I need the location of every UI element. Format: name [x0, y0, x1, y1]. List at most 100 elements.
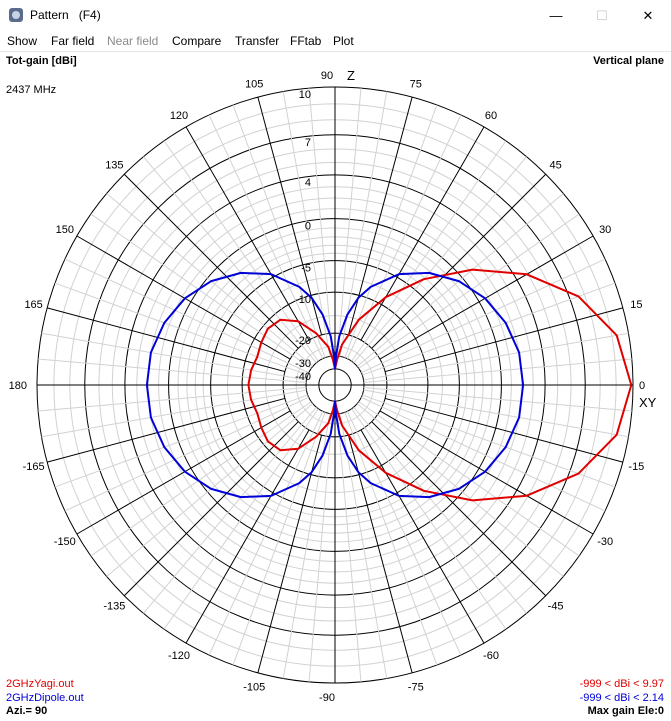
minimize-button[interactable]: — — [549, 8, 563, 23]
radial-tick-label: -10 — [295, 294, 311, 306]
menu-compare[interactable]: Compare — [172, 34, 222, 48]
grid-spoke-minor — [353, 406, 527, 614]
grid-spoke — [185, 126, 310, 341]
polar-plot: 0153045607590105120135150165180-165-150-… — [9, 68, 657, 704]
angle-label: 180 — [9, 380, 27, 392]
grid-spoke — [76, 235, 291, 360]
grid-spoke-minor — [308, 88, 333, 357]
radial-tick-label: 0 — [305, 221, 311, 233]
grid-spoke-minor — [41, 389, 307, 438]
grid-spoke-minor — [64, 258, 309, 374]
menu-near-field[interactable]: Near field — [107, 34, 159, 48]
legend-range-yagi: -999 < dBi < 9.97 — [579, 678, 664, 690]
grid-spoke-minor — [363, 389, 629, 438]
grid-spoke-minor — [90, 213, 312, 369]
grid-spoke-minor — [361, 258, 606, 374]
grid-spoke-minor — [232, 104, 326, 358]
grid-spoke-minor — [351, 408, 507, 630]
frequency-label: 2437 MHz — [6, 84, 57, 96]
angle-label: 45 — [549, 159, 561, 171]
grid-spoke-minor — [106, 403, 314, 577]
grid-spoke — [379, 410, 594, 535]
grid-spoke-minor — [363, 358, 632, 383]
angle-label: 90 — [321, 70, 333, 82]
angle-label: -135 — [103, 601, 125, 613]
app-icon — [9, 8, 23, 22]
grid-spoke — [185, 429, 310, 644]
grid-spoke-minor — [362, 282, 616, 376]
grid-spoke — [384, 397, 623, 463]
maximize-button[interactable]: ☐ — [596, 7, 608, 23]
grid-spoke-minor — [143, 156, 317, 364]
radial-tick-label: -40 — [295, 371, 311, 383]
grid-spoke-minor — [106, 193, 314, 367]
angle-label: 75 — [410, 79, 422, 91]
legend-file-yagi: 2GHzYagi.out — [6, 678, 74, 690]
grid-spoke-minor — [308, 413, 333, 682]
grid-spoke-minor — [38, 358, 307, 383]
radial-tick-label: 4 — [305, 177, 311, 189]
grid-spoke — [371, 421, 547, 597]
azimuth-readout: Azi.= 90 — [6, 705, 48, 717]
grid-spoke-minor — [353, 156, 527, 364]
grid-spoke-minor — [358, 213, 580, 369]
menu-transfer[interactable]: Transfer — [235, 34, 280, 48]
radial-tick-label: -30 — [295, 358, 311, 370]
quantity-label: Tot-gain [dBi] — [6, 55, 77, 67]
angle-label: -90 — [319, 692, 335, 704]
window-title: Pattern (F4) — [30, 8, 101, 22]
menu-plot[interactable]: Plot — [333, 34, 354, 48]
grid-spoke-minor — [54, 282, 308, 376]
grid-spoke-minor — [163, 140, 319, 362]
menu-show[interactable]: Show — [7, 34, 38, 48]
series-yagi — [247, 268, 633, 502]
grid-spoke — [371, 173, 547, 349]
radial-tick-label: 10 — [299, 89, 311, 101]
radial-tick-label: -20 — [295, 335, 311, 347]
grid-spoke — [123, 421, 299, 597]
angle-label: -75 — [408, 681, 424, 693]
grid-spoke-minor — [208, 411, 324, 656]
angle-label: -105 — [243, 681, 265, 693]
grid-spoke-minor — [344, 104, 438, 358]
angle-label: 135 — [105, 159, 123, 171]
menu-far-field[interactable]: Far field — [51, 34, 95, 48]
axis-label-xy: XY — [639, 395, 657, 410]
grid-spoke-minor — [346, 411, 462, 656]
grid-spoke — [47, 307, 286, 373]
grid-spoke-minor — [143, 406, 317, 614]
angle-label: -45 — [548, 601, 564, 613]
axis-label-z: Z — [347, 68, 355, 83]
angle-label: 105 — [245, 79, 263, 91]
grid-spoke-minor — [41, 332, 307, 381]
angle-label: 150 — [56, 224, 74, 236]
grid-spoke-minor — [344, 412, 438, 666]
angle-label: 60 — [485, 110, 497, 122]
grid-spoke-minor — [351, 140, 507, 362]
grid-spoke — [257, 97, 323, 336]
grid-spoke-minor — [361, 396, 606, 512]
legend-file-dipole: 2GHzDipole.out — [6, 692, 84, 704]
grid-spoke-minor — [90, 401, 312, 557]
angle-label: -165 — [23, 461, 45, 473]
grid-spoke-minor — [337, 413, 362, 682]
angle-label: 15 — [630, 299, 642, 311]
grid-spoke — [76, 410, 291, 535]
menu-fftab[interactable]: FFtab — [290, 34, 322, 48]
grid-spoke-minor — [356, 193, 564, 367]
menu-bar: Show Far field Near field Compare Transf… — [0, 31, 671, 52]
grid-spoke-minor — [363, 387, 632, 412]
title-bar: Pattern (F4) — ☐ ✕ — [0, 0, 671, 31]
grid-spoke-minor — [337, 88, 362, 357]
grid-spoke-minor — [362, 394, 616, 488]
legend-range-dipole: -999 < dBi < 2.14 — [579, 692, 664, 704]
close-button[interactable]: ✕ — [642, 7, 654, 23]
grid-spoke-minor — [208, 114, 324, 359]
angle-label: 120 — [170, 110, 188, 122]
grid-spoke — [347, 97, 413, 336]
series-dipole — [145, 271, 525, 499]
angle-label: -60 — [483, 650, 499, 662]
grid-spoke — [360, 429, 485, 644]
angle-label: -30 — [597, 536, 613, 548]
grid-spoke — [379, 235, 594, 360]
